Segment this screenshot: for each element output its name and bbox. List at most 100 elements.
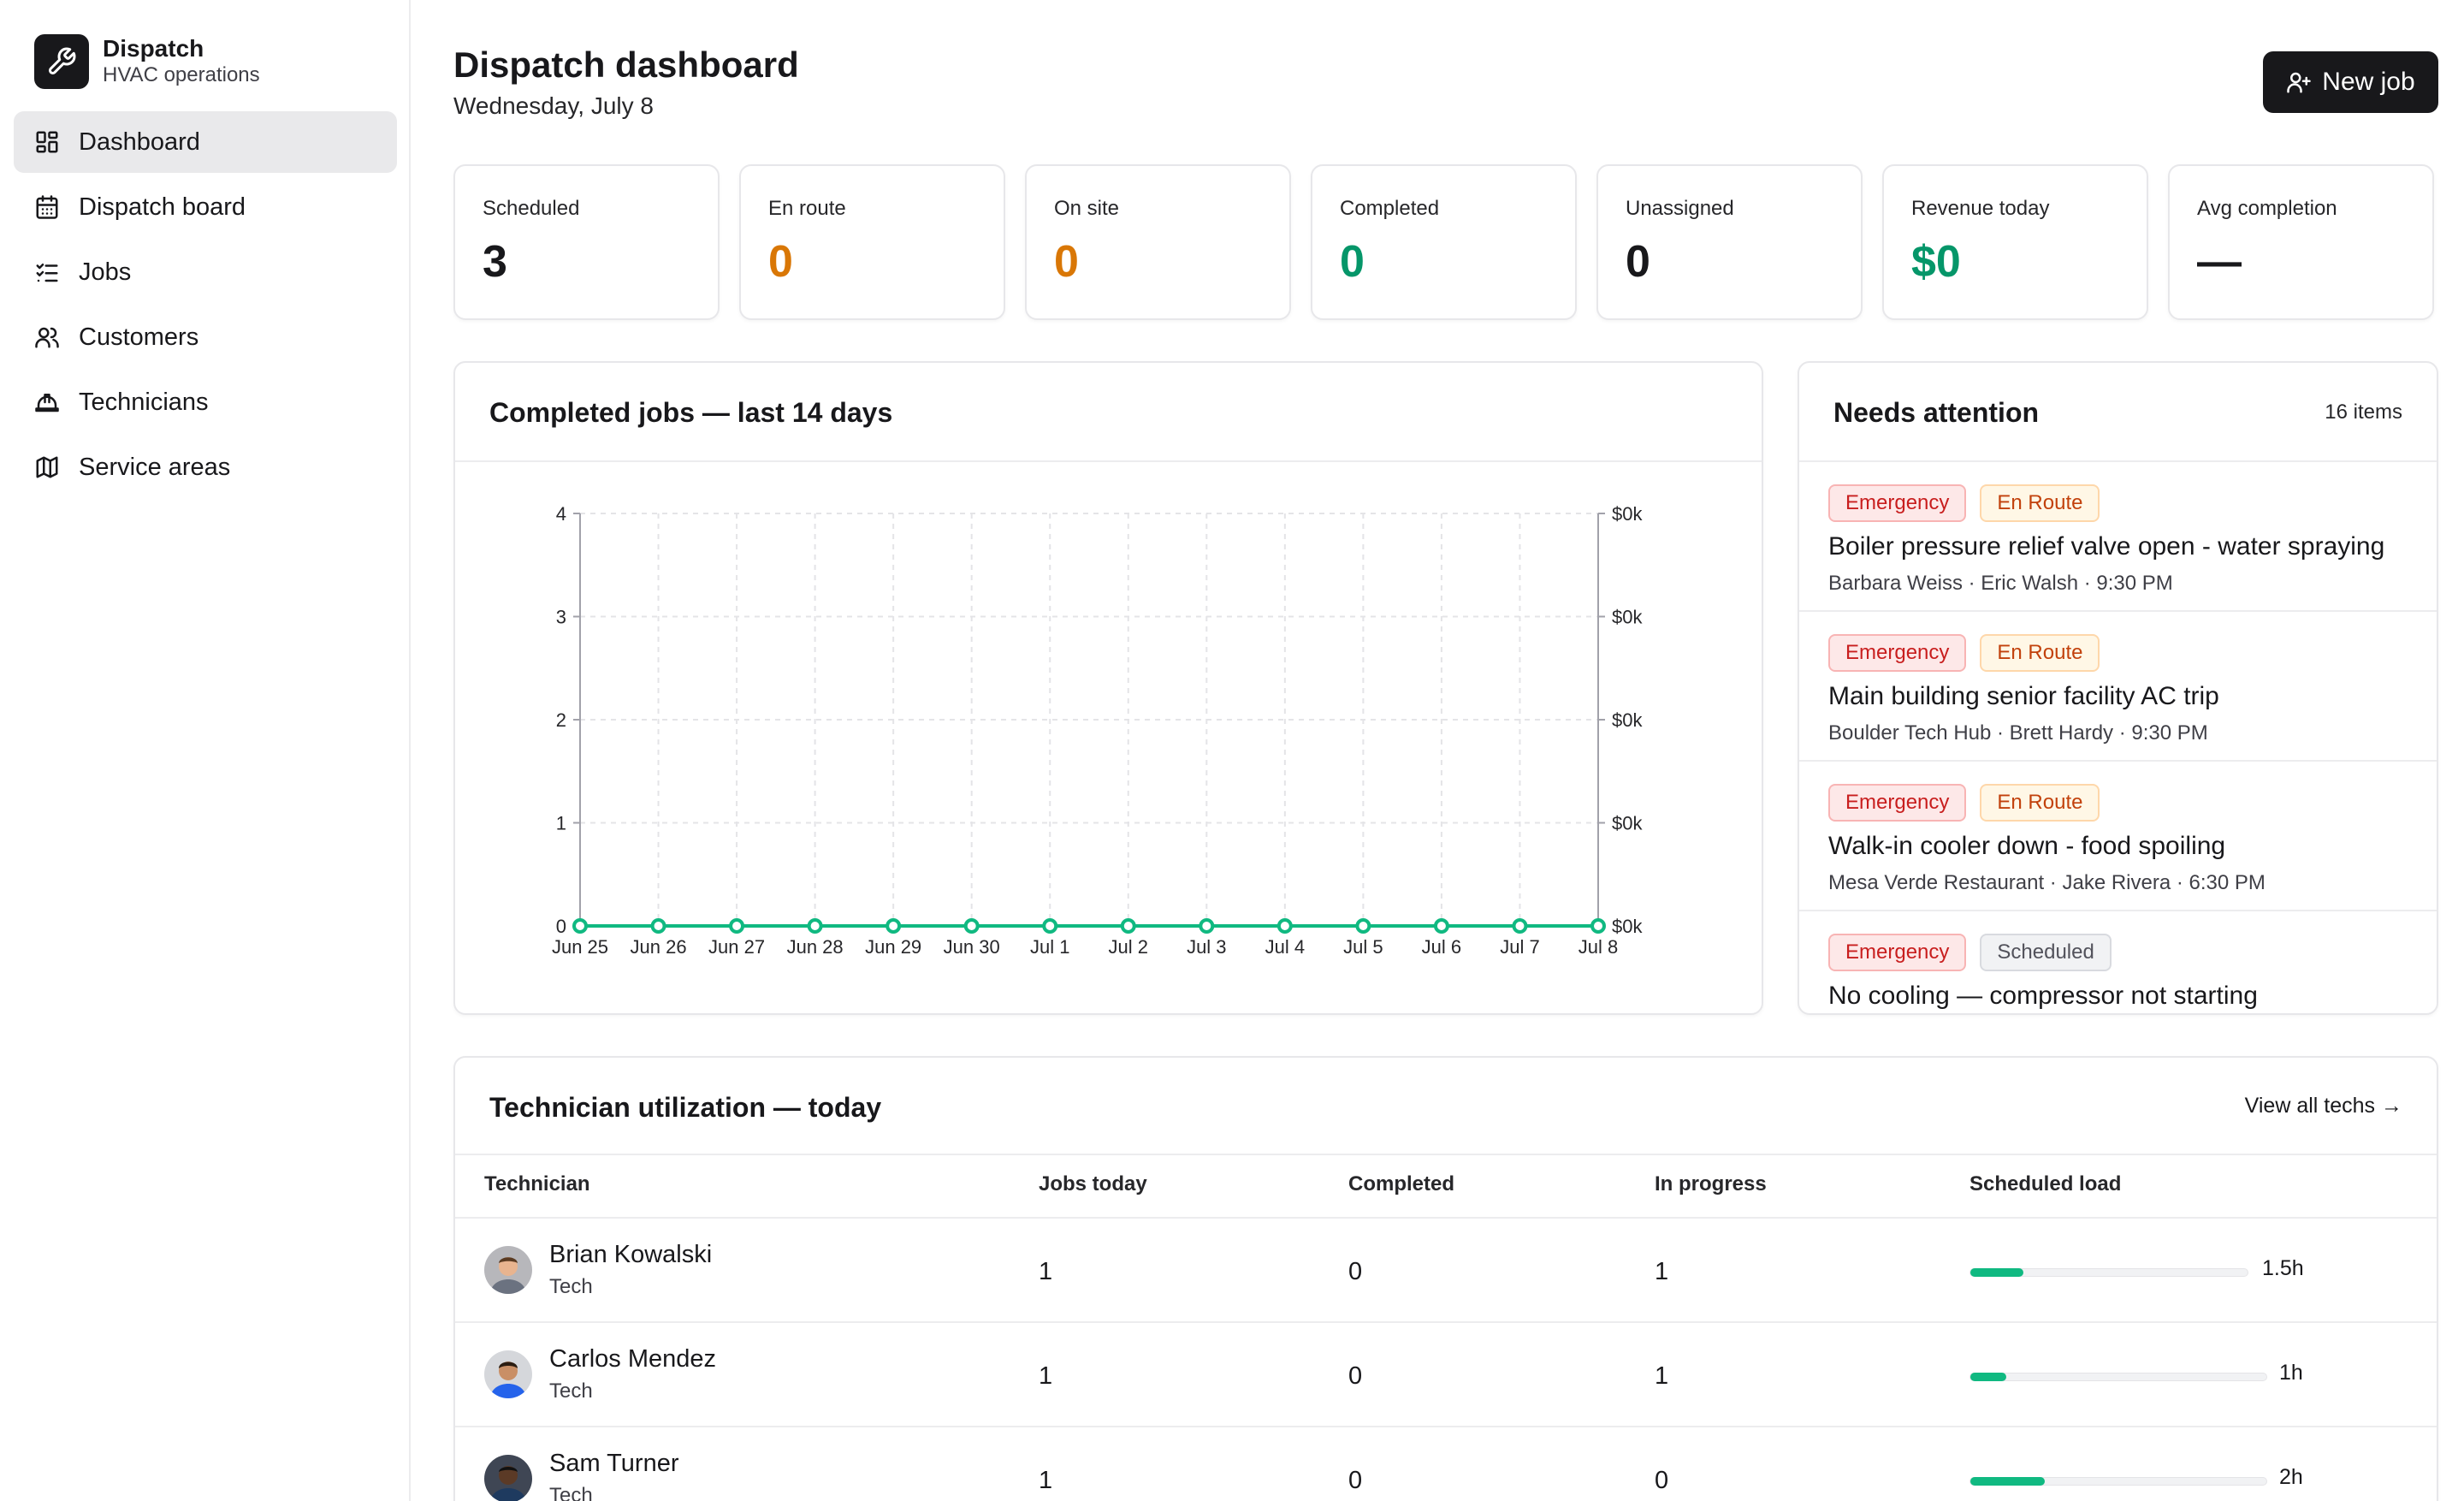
column-header-in-progress[interactable]: In progress xyxy=(1655,1172,1767,1195)
completed-cell: 0 xyxy=(1348,1258,1363,1285)
divider xyxy=(455,1154,2437,1155)
x-tick-label: Jul 5 xyxy=(1343,936,1383,958)
load-bar-track xyxy=(1969,1373,2267,1381)
divider xyxy=(455,460,1762,462)
attention-item[interactable]: Emergency Scheduled No cooling — compres… xyxy=(1799,910,2437,1013)
avatar xyxy=(484,1455,532,1501)
stat-value: 0 xyxy=(1626,237,1650,287)
priority-badge: Emergency xyxy=(1828,484,1967,522)
status-badge: En Route xyxy=(1980,784,2100,822)
page-title: Dispatch dashboard xyxy=(453,44,799,85)
sidebar-item-customers[interactable]: Customers xyxy=(14,306,397,368)
sidebar-item-dispatch-board[interactable]: Dispatch board xyxy=(14,176,397,238)
page-date: Wednesday, July 8 xyxy=(453,92,654,119)
stat-label: Scheduled xyxy=(483,197,580,220)
data-point xyxy=(1355,918,1371,934)
priority-badge: Emergency xyxy=(1828,634,1967,672)
stat-card-unassigned: Unassigned 0 xyxy=(1596,164,1863,320)
jobs-today-cell: 1 xyxy=(1039,1258,1053,1285)
new-job-button[interactable]: New job xyxy=(2263,51,2438,113)
sidebar-item-label: Service areas xyxy=(79,453,231,481)
stat-value: 0 xyxy=(1340,237,1365,287)
load-label: 2h xyxy=(2279,1465,2303,1489)
y-tick-label: 3 xyxy=(556,607,566,628)
x-tick-label: Jul 6 xyxy=(1422,936,1461,958)
attention-title: Needs attention xyxy=(1833,397,2040,428)
data-point xyxy=(1512,918,1528,934)
technician-role: Tech xyxy=(549,1275,593,1298)
stat-label: Unassigned xyxy=(1626,197,1734,220)
completed-jobs-card: Completed jobs — last 14 days 0 $0k 1 $0k 2 $… xyxy=(453,361,1763,1015)
technician-role: Tech xyxy=(549,1484,593,1501)
x-tick-label: Jul 3 xyxy=(1187,936,1226,958)
stat-label: Revenue today xyxy=(1911,197,2050,220)
sidebar-item-label: Technicians xyxy=(79,388,209,416)
dashboard-icon xyxy=(36,131,58,153)
sidebar-item-dashboard[interactable]: Dashboard xyxy=(14,111,397,173)
data-point xyxy=(572,918,588,934)
in-progress-cell: 1 xyxy=(1655,1258,1669,1285)
attention-item-title: Main building senior facility AC trip xyxy=(1828,682,2219,710)
y2-tick-label: $0k xyxy=(1612,503,1643,525)
table-row[interactable]: Brian Kowalski Tech 1 0 1 1.5h xyxy=(455,1217,2437,1321)
column-header-technician[interactable]: Technician xyxy=(484,1172,590,1195)
data-point xyxy=(729,918,745,934)
completed-jobs-chart: 0 $0k 1 $0k 2 $0k 3 $0k 4 $0k Jun 25 Jun 26 Jun 27 Ju… xyxy=(552,503,1644,958)
in-progress-cell: 0 xyxy=(1655,1467,1669,1494)
brand-subtitle: HVAC operations xyxy=(103,63,260,86)
attention-item[interactable]: Emergency En Route Main building senior … xyxy=(1799,610,2437,760)
attention-item[interactable]: Emergency En Route Walk-in cooler down -… xyxy=(1799,760,2437,910)
stat-label: Completed xyxy=(1340,197,1440,220)
table-row[interactable]: Carlos Mendez Tech 1 0 1 1h xyxy=(455,1321,2437,1426)
x-tick-label: Jun 27 xyxy=(708,936,765,958)
technician-name: Brian Kowalski xyxy=(549,1241,713,1268)
load-label: 1.5h xyxy=(2262,1256,2304,1280)
sidebar-item-service-areas[interactable]: Service areas xyxy=(14,436,397,498)
status-badge: En Route xyxy=(1980,484,2100,522)
column-header-scheduled-load[interactable]: Scheduled load xyxy=(1969,1172,2122,1195)
stat-card-on-site: On site 0 xyxy=(1025,164,1291,320)
x-tick-label: Jun 25 xyxy=(552,936,608,958)
y2-tick-label: $0k xyxy=(1612,709,1643,731)
view-all-techs-link[interactable]: View all techs → xyxy=(2244,1094,2402,1118)
sidebar-nav: Dashboard Dispatch board Jobs Customers … xyxy=(14,111,397,501)
map-icon xyxy=(36,456,58,478)
column-header-jobs-today[interactable]: Jobs today xyxy=(1039,1172,1147,1195)
table-row[interactable]: Sam Turner Tech 1 0 0 2h xyxy=(455,1426,2437,1501)
column-header-completed[interactable]: Completed xyxy=(1348,1172,1455,1195)
completed-cell: 0 xyxy=(1348,1362,1363,1390)
sidebar-item-technicians[interactable]: Technicians xyxy=(14,371,397,433)
data-point xyxy=(1276,918,1293,934)
brand[interactable]: Dispatch HVAC operations xyxy=(34,34,260,89)
sidebar-item-jobs[interactable]: Jobs xyxy=(14,241,397,303)
jobs-today-cell: 1 xyxy=(1039,1362,1053,1390)
stat-value: 0 xyxy=(768,237,793,287)
jobs-today-cell: 1 xyxy=(1039,1467,1053,1494)
attention-item-title: Boiler pressure relief valve open - wate… xyxy=(1828,532,2385,561)
stat-card-scheduled: Scheduled 3 xyxy=(453,164,720,320)
data-point xyxy=(963,918,980,934)
x-tick-label: Jul 1 xyxy=(1030,936,1069,958)
stat-label: Avg completion xyxy=(2197,197,2337,220)
technician-name: Sam Turner xyxy=(549,1450,679,1477)
y-tick-label: 0 xyxy=(556,916,566,937)
sidebar-item-label: Customers xyxy=(79,323,199,351)
attention-item[interactable]: Emergency En Route Boiler pressure relie… xyxy=(1799,460,2437,610)
attention-item-meta: Boulder Tech Hub · Brett Hardy · 9:30 PM xyxy=(1828,721,2208,745)
load-bar-fill xyxy=(1970,1477,2045,1486)
technician-name: Carlos Mendez xyxy=(549,1345,717,1373)
in-progress-cell: 1 xyxy=(1655,1362,1669,1390)
x-tick-label: Jul 7 xyxy=(1500,936,1539,958)
x-tick-label: Jun 26 xyxy=(631,936,687,958)
utilization-title: Technician utilization — today xyxy=(489,1092,882,1123)
y-tick-label: 2 xyxy=(556,709,566,731)
attention-item-meta: Mesa Verde Restaurant · Jake Rivera · 6:… xyxy=(1828,871,2266,894)
x-tick-label: Jun 30 xyxy=(944,936,1000,958)
x-tick-label: Jun 29 xyxy=(865,936,921,958)
y2-tick-label: $0k xyxy=(1612,813,1643,834)
stat-value: 0 xyxy=(1054,237,1079,287)
data-point xyxy=(1199,918,1215,934)
status-badge: En Route xyxy=(1980,634,2100,672)
stat-card-revenue-today: Revenue today $0 xyxy=(1882,164,2148,320)
load-bar-fill xyxy=(1970,1373,2006,1381)
